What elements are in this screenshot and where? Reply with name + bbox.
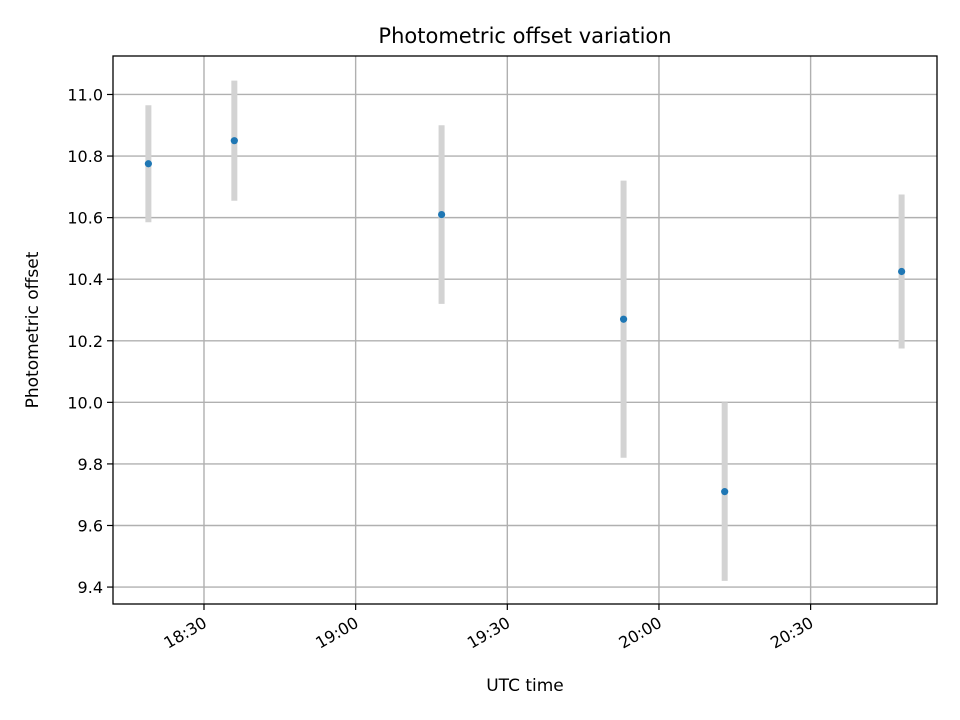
x-tick-label: 19:30 xyxy=(464,613,513,653)
y-tick-label: 9.4 xyxy=(78,578,103,597)
plot-frame xyxy=(112,55,938,605)
x-tick-label: 20:00 xyxy=(616,613,665,653)
data-points xyxy=(144,137,906,496)
x-tick-label: 20:30 xyxy=(767,613,816,653)
data-point xyxy=(230,137,238,145)
data-point xyxy=(437,210,446,219)
y-tick-label: 10.0 xyxy=(67,393,103,412)
y-tick-label: 11.0 xyxy=(67,85,103,104)
data-point xyxy=(898,267,906,276)
data-point xyxy=(721,488,729,496)
y-tick-label: 10.4 xyxy=(67,270,103,289)
y-tick-label: 10.8 xyxy=(67,147,103,166)
chart-title: Photometric offset variation xyxy=(378,24,671,48)
data-point xyxy=(619,315,628,323)
y-tick-label: 10.6 xyxy=(67,209,103,228)
x-tick-label: 19:00 xyxy=(312,613,361,653)
data-point xyxy=(144,160,152,168)
grid-lines xyxy=(113,56,937,604)
y-tick-label: 10.2 xyxy=(67,332,103,351)
y-tick-label: 9.6 xyxy=(78,516,103,535)
x-tick-label: 18:30 xyxy=(161,613,210,653)
x-axis-label: UTC time xyxy=(486,676,564,696)
y-axis-label: Photometric offset xyxy=(23,251,43,408)
y-tick-label: 9.8 xyxy=(78,455,103,474)
